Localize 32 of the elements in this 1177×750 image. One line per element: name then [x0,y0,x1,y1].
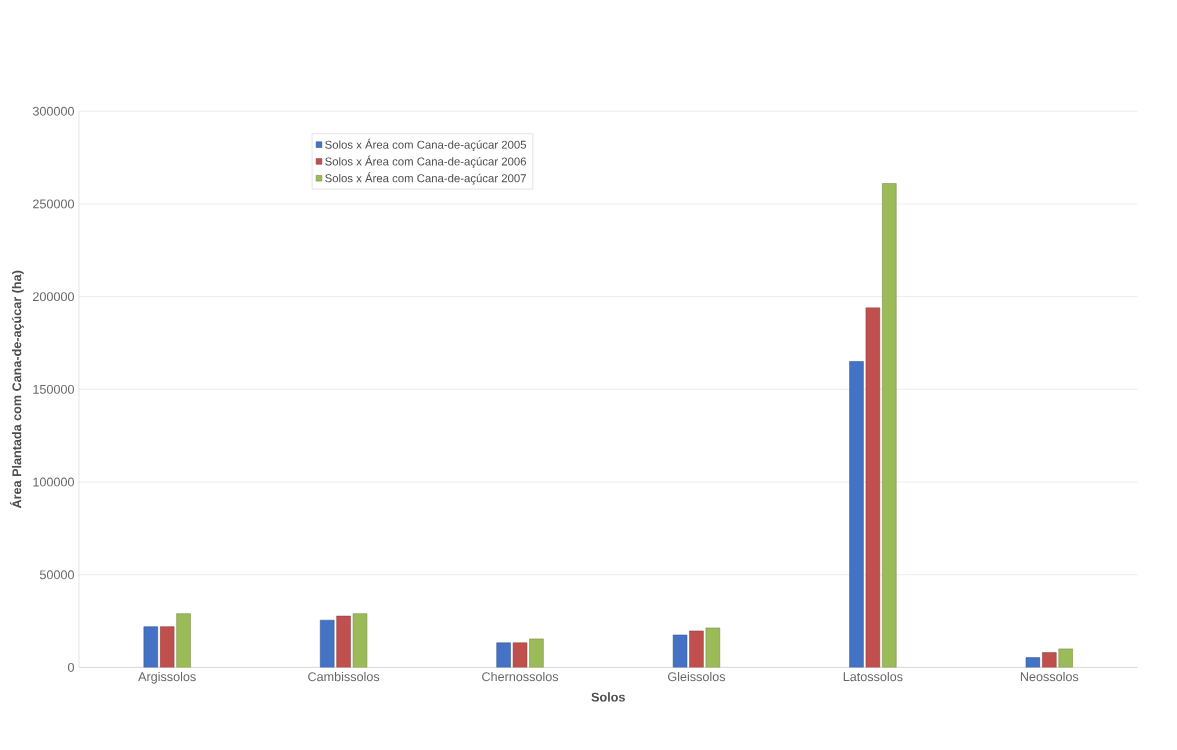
bar [882,183,897,668]
bar [1025,657,1041,668]
y-tick-label: 300000 [32,106,74,116]
bar [143,626,158,668]
x-tick-label: Cambissolos [308,671,380,682]
x-tick-label: Neossolos [1020,671,1079,682]
bar [705,627,721,668]
bar [496,642,511,668]
bar [352,613,368,668]
legend-label: Solos x Área com Cana-de-açúcar 2006 [325,155,527,168]
bar [176,613,191,668]
legend-label: Solos x Área com Cana-de-açúcar 2007 [325,172,526,185]
y-tick-label: 100000 [33,477,74,487]
bar [689,630,704,668]
x-tick-label: Gleissolos [668,671,726,682]
bar [672,634,688,668]
bar [849,361,864,668]
y-axis-title: Área Plantada com Cana-de-açúcar (ha) [9,270,24,509]
legend-label: Solos x Área com Cana-de-açúcar 2005 [325,138,527,152]
y-tick-label: 250000 [33,199,74,209]
bar [529,638,544,668]
bar [1058,648,1073,668]
y-tick-label: 0 [67,662,75,672]
y-tick-label: 150000 [33,384,74,394]
y-tick-label: 50000 [39,570,74,580]
x-tick-label: Argissolos [138,671,196,684]
x-axis-title: Solos [591,692,625,702]
bar [336,615,351,668]
x-tick-label: Latossolos [843,671,903,682]
y-tick-label: 200000 [33,292,74,302]
x-tick-label: Chernossolos [482,671,559,682]
bar [320,619,335,668]
